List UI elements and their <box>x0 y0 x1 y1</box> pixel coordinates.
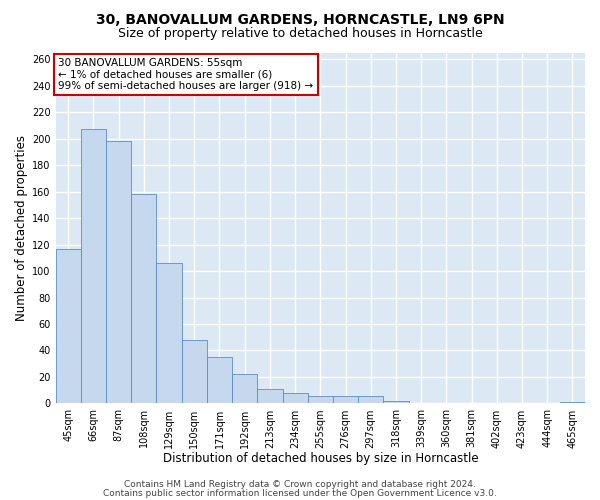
Bar <box>257 389 283 404</box>
X-axis label: Distribution of detached houses by size in Horncastle: Distribution of detached houses by size … <box>163 452 478 465</box>
Bar <box>56 248 81 404</box>
Bar <box>182 340 207 404</box>
Bar <box>333 396 358 404</box>
Bar <box>560 402 585 404</box>
Y-axis label: Number of detached properties: Number of detached properties <box>15 135 28 321</box>
Bar <box>81 130 106 404</box>
Text: 30 BANOVALLUM GARDENS: 55sqm
← 1% of detached houses are smaller (6)
99% of semi: 30 BANOVALLUM GARDENS: 55sqm ← 1% of det… <box>58 58 313 91</box>
Bar <box>157 263 182 404</box>
Bar <box>232 374 257 404</box>
Bar <box>308 396 333 404</box>
Text: Contains HM Land Registry data © Crown copyright and database right 2024.: Contains HM Land Registry data © Crown c… <box>124 480 476 489</box>
Bar <box>106 141 131 404</box>
Bar <box>283 393 308 404</box>
Bar <box>131 194 157 404</box>
Bar <box>207 357 232 404</box>
Bar <box>383 401 409 404</box>
Text: Size of property relative to detached houses in Horncastle: Size of property relative to detached ho… <box>118 28 482 40</box>
Text: Contains public sector information licensed under the Open Government Licence v3: Contains public sector information licen… <box>103 489 497 498</box>
Text: 30, BANOVALLUM GARDENS, HORNCASTLE, LN9 6PN: 30, BANOVALLUM GARDENS, HORNCASTLE, LN9 … <box>95 12 505 26</box>
Bar <box>358 396 383 404</box>
